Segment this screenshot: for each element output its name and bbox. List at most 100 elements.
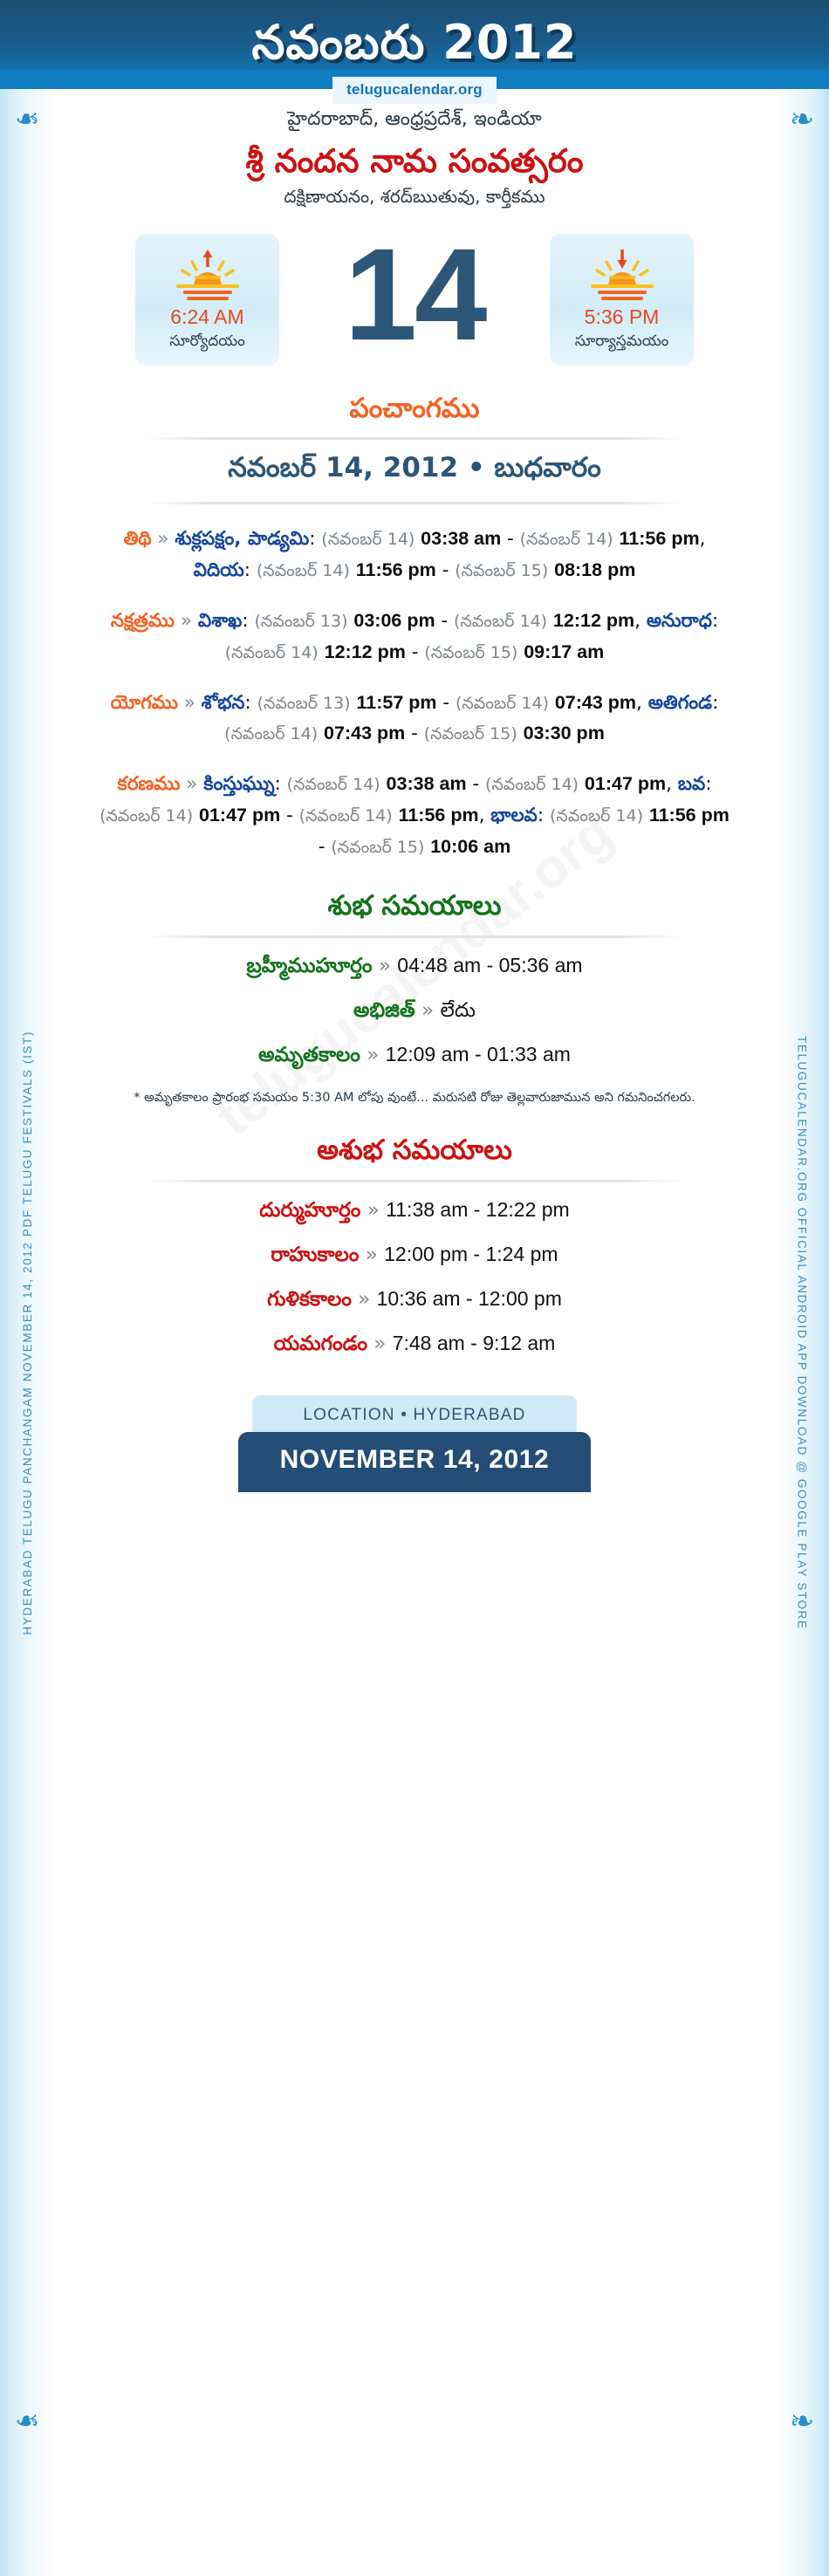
range-dash: - bbox=[436, 691, 456, 714]
page-title: నవంబరు 2012 bbox=[251, 15, 578, 70]
location-tab[interactable]: LOCATION • HYDERABAD bbox=[252, 1395, 577, 1437]
ashubha-samayalu-title: అశుభ సమయాలు bbox=[317, 1134, 512, 1167]
panchangam-start-date: (నవంబర్ 14) bbox=[224, 724, 319, 744]
shubha-row: బ్రహ్మీముహూర్తం » 04:48 am - 05:36 am bbox=[65, 954, 764, 983]
range-dash: - bbox=[280, 805, 299, 827]
arrow-icon: » bbox=[414, 998, 441, 1022]
arrow-icon: » bbox=[151, 528, 175, 551]
arrow-icon: » bbox=[359, 1243, 385, 1266]
panchangam-end-date: (నవంబర్ 14) bbox=[454, 611, 548, 631]
ashubha-row: రాహుకాలం » 12:00 pm - 1:24 pm bbox=[65, 1243, 764, 1271]
panchangam-start-date: (నవంబర్ 13) bbox=[254, 611, 348, 631]
divider bbox=[145, 502, 684, 505]
colon: : bbox=[243, 559, 257, 582]
sunrise-time: 6:24 AM bbox=[170, 305, 244, 328]
range-dash: - bbox=[318, 835, 332, 858]
panchangam-end-date: (నవంబర్ 15) bbox=[424, 642, 518, 662]
colon: : bbox=[274, 773, 287, 796]
panchangam-row-key: నక్షత్రము bbox=[110, 609, 175, 632]
separator: , bbox=[666, 773, 678, 796]
sunrise-label: సూర్యోదయం bbox=[169, 332, 245, 350]
panchangam-part-name: విదియ bbox=[193, 559, 244, 582]
panchangam-end-date: (నవంబర్ 14) bbox=[455, 693, 549, 713]
panchangam-row-key: కరణము bbox=[117, 773, 181, 796]
amrutakalam-note: * అమృతకాలం ప్రారంభ సమయం 5:30 AM లోపు వుం… bbox=[134, 1090, 695, 1105]
panchangam-start-date: (నవంబర్ 14) bbox=[286, 775, 380, 795]
range-dash: - bbox=[501, 528, 520, 551]
panchangam-start-time: 03:38 am bbox=[421, 528, 502, 550]
range-dash: - bbox=[466, 773, 486, 796]
panchangam-rows: తిథి » శుక్లపక్షం, పాడ్యమి: (నవంబర్ 14) … bbox=[65, 524, 764, 862]
ashubha-row-label: రాహుకాలం bbox=[271, 1243, 360, 1266]
arrow-icon: » bbox=[360, 1199, 387, 1222]
footer-date-tab[interactable]: NOVEMBER 14, 2012 bbox=[237, 1432, 592, 1492]
arrow-icon: » bbox=[180, 773, 204, 796]
colon: : bbox=[705, 773, 712, 796]
arrow-icon: » bbox=[175, 609, 198, 632]
panchangam-row: నక్షత్రము » విశాఖ: (నవంబర్ 13) 03:06 pm … bbox=[99, 606, 730, 668]
arrow-icon: » bbox=[367, 1333, 393, 1355]
sunset-icon bbox=[590, 249, 654, 300]
panchangam-row: కరణము » కింస్తుఘ్ను: (నవంబర్ 14) 03:38 a… bbox=[99, 769, 730, 862]
panchangam-end-time: 11:56 pm bbox=[619, 528, 700, 550]
ashubha-row-label: గుళికకాలం bbox=[267, 1288, 352, 1311]
arrow-icon: » bbox=[360, 1043, 386, 1066]
panchangam-start-time: 12:12 pm bbox=[324, 641, 406, 662]
ashubha-row-label: దుర్ముహూర్తం bbox=[259, 1199, 361, 1222]
arrow-icon: » bbox=[351, 1288, 377, 1311]
flourish-ornament-icon: ❧ bbox=[789, 102, 815, 137]
range-dash: - bbox=[435, 609, 455, 632]
ashubha-rows: దుర్ముహూర్తం » 11:38 am - 12:22 pm రాహుకా… bbox=[65, 1198, 764, 1360]
site-badge-container: telugucalendar.org bbox=[0, 77, 829, 104]
separator: , bbox=[478, 805, 491, 827]
samvatsaram-title: శ్రీ నందన నామ సంవత్సరం bbox=[245, 142, 584, 180]
shubha-row: అభిజిత్ » లేదు bbox=[65, 998, 764, 1027]
panchangam-part-name: అతిగండ bbox=[647, 691, 713, 714]
sunset-label: సూర్యాస్తమయం bbox=[574, 332, 669, 350]
range-dash: - bbox=[435, 559, 456, 582]
sunrise-sunset-strip: 6:24 AM సూర్యోదయం 14 bbox=[65, 220, 764, 367]
ayana-ruthuvu-masam-line: దక్షిణాయనం, శరద్‌ఋతువు, కార్తీకము bbox=[284, 185, 545, 207]
ashubha-row-label: యమగండం bbox=[273, 1333, 367, 1355]
colon: : bbox=[711, 609, 719, 632]
left-rail-text: HYDERABAD TELUGU PANCHANGAM NOVEMBER 14,… bbox=[20, 1030, 34, 1635]
panchangam-row: యోగము » శోభన: (నవంబర్ 13) 11:57 pm - (నవ… bbox=[99, 688, 730, 750]
panchangam-start-time: 07:43 pm bbox=[324, 723, 406, 744]
ashubha-row-value: 7:48 am - 9:12 am bbox=[392, 1332, 556, 1354]
divider bbox=[145, 437, 684, 441]
site-url-badge[interactable]: telugucalendar.org bbox=[332, 77, 497, 104]
panchangam-end-time: 03:30 pm bbox=[523, 723, 605, 744]
panchangam-end-date: (నవంబర్ 14) bbox=[519, 530, 613, 550]
panchangam-start-time: 11:56 pm bbox=[648, 805, 730, 826]
panchangam-start-time: 01:47 pm bbox=[199, 805, 281, 826]
panchangam-start-time: 03:38 am bbox=[386, 773, 467, 795]
separator: , bbox=[699, 528, 706, 551]
panchangam-title: పంచాంగము bbox=[349, 392, 480, 424]
flourish-ornament-icon: ❧ bbox=[789, 2404, 815, 2439]
flourish-ornament-icon: ❧ bbox=[14, 102, 40, 137]
colon: : bbox=[242, 609, 255, 632]
body-wrapper: ❧ HYDERABAD TELUGU PANCHANGAM NOVEMBER 1… bbox=[0, 89, 829, 2576]
footer: LOCATION • HYDERABAD NOVEMBER 14, 2012 bbox=[65, 1395, 764, 1492]
day-number: 14 bbox=[344, 220, 488, 367]
divider bbox=[145, 935, 684, 938]
shubha-samayalu-title: శుభ సమయాలు bbox=[327, 889, 502, 921]
ashubha-row-value: 11:38 am - 12:22 pm bbox=[386, 1198, 570, 1221]
panchangam-part-name: భాలవ bbox=[490, 805, 538, 827]
shubha-row-value: లేదు bbox=[440, 997, 476, 1021]
panchangam-end-time: 09:17 am bbox=[524, 641, 605, 662]
sunrise-icon bbox=[175, 249, 239, 300]
panchangam-part-name: విశాఖ bbox=[197, 609, 243, 632]
panchangam-row: తిథి » శుక్లపక్షం, పాడ్యమి: (నవంబర్ 14) … bbox=[99, 524, 730, 586]
right-rail: ❧ TELUGUCALENDAR.ORG OFFICIAL ANDROID AP… bbox=[775, 89, 829, 2576]
separator: , bbox=[634, 609, 647, 632]
range-dash: - bbox=[405, 723, 424, 745]
panchangam-start-date: (నవంబర్ 14) bbox=[99, 806, 194, 826]
panchangam-start-date: (నవంబర్ 14) bbox=[256, 561, 350, 581]
sunrise-card: 6:24 AM సూర్యోదయం bbox=[135, 233, 279, 366]
colon: : bbox=[244, 691, 257, 714]
panchangam-end-time: 08:18 pm bbox=[554, 559, 636, 581]
location-line: హైదరాబాద్, ఆంధ్రప్రదేశ్, ఇండియా bbox=[287, 108, 542, 130]
panchangam-part-name: శోభన bbox=[201, 691, 245, 714]
